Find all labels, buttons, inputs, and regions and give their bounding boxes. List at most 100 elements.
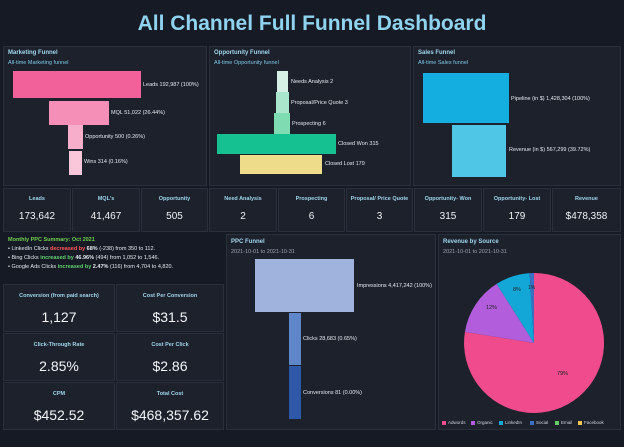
kpi-label: MQL's: [97, 196, 115, 202]
revenue-pie-chart: 79% 12% 8% 1%: [464, 273, 605, 413]
kpi-label: Opportunity- Won: [424, 196, 472, 202]
kpi-proposal: Proposal/ Price Quote 3: [346, 188, 413, 232]
funnel-label-closed-lost: Closed Lost 179: [325, 161, 365, 167]
pie-label-social: 1%: [528, 285, 536, 291]
funnel-label-prospecting: Prospecting 6: [292, 121, 326, 127]
funnel-bar-proposal[interactable]: [276, 92, 289, 114]
funnel-label-needs-analysis: Needs Analysis 2: [291, 79, 334, 85]
funnel-label-proposal: Proposal/Price Quote 3: [291, 100, 348, 106]
funnel-bar-needs-analysis[interactable]: [277, 71, 288, 93]
funnel-label-leads: Leads 192,987 (100%): [143, 82, 199, 88]
funnel-bar-closed-lost[interactable]: [240, 155, 322, 174]
panel-title: Marketing Funnel: [8, 50, 58, 56]
funnel-bar-conversions[interactable]: [289, 366, 301, 419]
metric-value: $468,357.62: [131, 407, 209, 423]
pie-slice-social[interactable]: [529, 273, 534, 343]
kpi-value: 2: [240, 211, 246, 222]
metric-value: $452.52: [33, 407, 85, 423]
metric-label: Cost Per Click: [151, 342, 189, 348]
funnel-label-opportunity: Opportunity 500 (0.26%): [85, 134, 145, 140]
kpi-label: Opportunity- Lost: [493, 196, 541, 202]
metric-value: $31.5: [152, 309, 188, 325]
legend-swatch: [442, 420, 446, 425]
funnel-label-wins: Wins 314 (0.16%): [84, 159, 128, 165]
metric-ctr: Click-Through Rate 2.85%: [3, 333, 115, 381]
funnel-bar-prospecting[interactable]: [274, 113, 290, 135]
legend-swatch: [555, 420, 559, 425]
metric-cost-per-conversion: Cost Per Conversion $31.5: [116, 284, 224, 332]
panel-title: PPC Funnel: [231, 239, 265, 245]
pie-slice-linkedin[interactable]: [496, 273, 534, 343]
metric-total-cost: Total Cost $468,357.62: [116, 382, 224, 430]
legend-item-facebook[interactable]: Facebook: [578, 420, 604, 425]
funnel-label-revenue: Revenue (in $) 567,299 (39.72%): [509, 147, 591, 153]
legend-item-social[interactable]: Social: [530, 420, 548, 425]
funnel-label-mql: MQL 51,022 (26.44%): [111, 110, 165, 116]
metric-value: 2.85%: [39, 358, 79, 374]
legend-item-email[interactable]: Email: [555, 420, 572, 425]
sales-funnel-panel: Sales Funnel All-time Sales funnel Pipel…: [413, 46, 621, 186]
pie-label-organic: 12%: [486, 305, 497, 311]
kpi-value: 179: [508, 211, 526, 222]
kpi-value: 3: [376, 211, 383, 222]
legend-swatch: [499, 420, 503, 425]
funnel-bar-mql[interactable]: [49, 101, 109, 125]
kpi-value: 505: [166, 211, 183, 222]
kpi-value: 41,467: [90, 211, 122, 222]
legend-swatch: [471, 420, 475, 425]
kpi-label: Revenue: [575, 196, 598, 202]
funnel-bar-impressions[interactable]: [255, 259, 354, 312]
metric-label: Click-Through Rate: [33, 342, 85, 348]
kpi-value: $478,358: [565, 211, 608, 222]
funnel-bar-closed-won[interactable]: [217, 134, 336, 154]
kpi-label: Prospecting: [295, 196, 328, 202]
marketing-funnel-panel: Marketing Funnel All-time Marketing funn…: [3, 46, 207, 186]
panel-subtitle: All-time Opportunity funnel: [214, 60, 279, 66]
pie-label-adwords: 79%: [557, 371, 568, 377]
pie-slice-organic[interactable]: [464, 283, 534, 343]
kpi-label: Need Analysis: [224, 196, 262, 202]
metric-value: 1,127: [41, 309, 77, 325]
funnel-bar-wins[interactable]: [69, 151, 82, 175]
funnel-label-closed-won: Closed Won 315: [338, 141, 379, 147]
kpi-leads: Leads 173,642: [3, 188, 71, 232]
funnel-bar-revenue[interactable]: [452, 125, 506, 177]
pie-slice-adwords[interactable]: [464, 273, 605, 413]
legend-item-linkedin[interactable]: LinkedIn: [499, 420, 522, 425]
ppc-summary: Monthly PPC Summary: Oct 2021 • LinkedIn…: [3, 234, 223, 282]
panel-daterange: 2021-10-01 to 2021-10-31: [443, 249, 507, 255]
panel-title: Sales Funnel: [418, 50, 456, 56]
kpi-opportunity-lost: Opportunity- Lost 179: [483, 188, 551, 232]
metric-cpm: CPM $452.52: [3, 382, 115, 430]
funnel-label-impressions: Impressions 4,417,242 (100%): [357, 283, 432, 289]
panel-subtitle: All-time Sales funnel: [418, 60, 469, 66]
funnel-bar-opportunity[interactable]: [68, 125, 83, 149]
kpi-need-analysis: Need Analysis 2: [209, 188, 277, 232]
metric-label: Conversion (from paid search): [19, 293, 99, 299]
kpi-value: 315: [439, 211, 457, 222]
kpi-prospecting: Prospecting 6: [278, 188, 345, 232]
panel-title: Revenue by Source: [443, 239, 499, 245]
funnel-bar-pipeline[interactable]: [423, 73, 509, 123]
funnel-bar-leads[interactable]: [13, 71, 141, 98]
legend-swatch: [530, 420, 534, 425]
funnel-label-pipeline: Pipeline (in $) 1,428,304 (100%): [511, 96, 590, 102]
legend-item-organic[interactable]: Organic: [471, 420, 493, 425]
revenue-by-source-panel: Revenue by Source 2021-10-01 to 2021-10-…: [438, 234, 621, 430]
panel-daterange: 2021-10-01 to 2021-10-31: [231, 249, 295, 255]
legend-item-adwords[interactable]: Adwords: [442, 420, 466, 425]
kpi-opportunity-won: Opportunity- Won 315: [414, 188, 482, 232]
kpi-opportunity: Opportunity 505: [141, 188, 208, 232]
summary-line-linkedin: • LinkedIn Clicks decreased by 68% (-238…: [8, 246, 156, 252]
kpi-revenue: Revenue $478,358: [552, 188, 621, 232]
metric-value: $2.86: [152, 358, 188, 374]
funnel-bar-clicks[interactable]: [289, 313, 301, 365]
summary-heading: Monthly PPC Summary: Oct 2021: [8, 237, 95, 243]
metric-label: CPM: [52, 391, 66, 397]
summary-line-google: • Google Ads Clicks increased by 2.47% (…: [8, 264, 174, 270]
summary-line-bing: • Bing Clicks increased by 46.96% (494) …: [8, 255, 160, 261]
legend-swatch: [578, 420, 582, 425]
kpi-mqls: MQL's 41,467: [72, 188, 140, 232]
metric-label: Cost Per Conversion: [142, 293, 198, 299]
kpi-label: Opportunity: [158, 196, 191, 202]
